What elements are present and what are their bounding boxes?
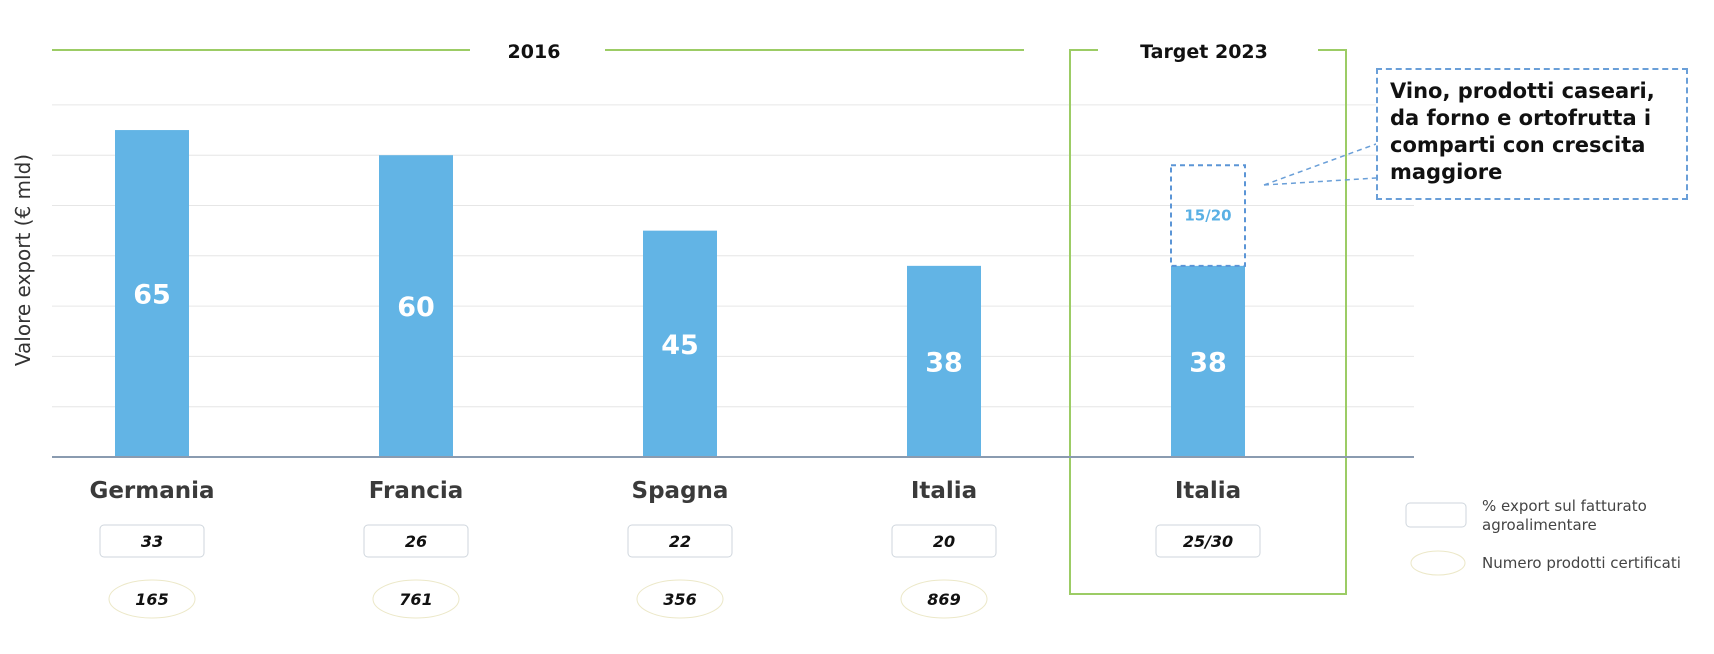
category-label: Spagna [632, 478, 729, 504]
category-label: Germania [89, 478, 214, 504]
certified-products-ellipse [108, 579, 196, 619]
target-frame [1069, 49, 1347, 595]
certified-products-ellipse [636, 579, 724, 619]
bar-italia-4 [1171, 265, 1245, 457]
category-label: Italia [1175, 478, 1241, 504]
bar-value-label: 65 [133, 280, 171, 311]
target-increment-label: 15/20 [1184, 207, 1231, 225]
export-share-box [363, 524, 469, 558]
grid-lines [52, 104, 1414, 408]
bar-value-label: 38 [1189, 347, 1227, 378]
legend-box-export-share [1405, 502, 1467, 528]
export-share-label: 33 [141, 532, 163, 551]
legend-label-certified: Numero prodotti certificati [1482, 554, 1681, 572]
bars: 65 60 45 38 38 15/20 [115, 130, 1246, 458]
group-label-2016: 2016 [508, 41, 561, 63]
certified-products-label: 761 [399, 590, 432, 609]
export-share-box [99, 524, 205, 558]
certified-products-label: 165 [135, 590, 168, 609]
export-share-label: 20 [933, 532, 955, 551]
target-increment-box [1170, 164, 1246, 267]
y-axis-label: Valore export (€ mld) [11, 154, 35, 366]
annotation-callout: Vino, prodotti caseari, da forno e ortof… [1376, 68, 1688, 200]
category-label: Italia [911, 478, 977, 504]
callout-connector [1263, 143, 1377, 186]
bar-germania-0 [115, 130, 189, 458]
bar-italia-3 [907, 265, 981, 457]
certified-products-ellipse [900, 579, 988, 619]
category-labels: Germania 33 Francia 26 Spagna 22 Italia 20 Itali… [89, 478, 1261, 619]
bar-spagna-2 [643, 230, 717, 457]
certified-products-label: 356 [663, 590, 696, 609]
bar-value-label: 60 [397, 292, 435, 323]
export-share-label: 22 [669, 532, 691, 551]
bar-value-label: 38 [925, 347, 963, 378]
export-share-label: 26 [405, 532, 427, 551]
category-label: Francia [369, 478, 464, 504]
bar-francia-1 [379, 155, 453, 457]
certified-products-label: 869 [927, 590, 960, 609]
export-share-label: 25/30 [1183, 532, 1233, 551]
group-label-target-2023: Target 2023 [1140, 41, 1268, 63]
legend-ellipse-certified [1410, 550, 1466, 576]
export-share-box [891, 524, 997, 558]
bar-value-label: 45 [661, 330, 699, 361]
certified-products-ellipse [372, 579, 460, 619]
export-share-box [1155, 524, 1261, 558]
legend-label-export-share: % export sul fatturato agroalimentare [1482, 497, 1647, 534]
export-share-box [627, 524, 733, 558]
